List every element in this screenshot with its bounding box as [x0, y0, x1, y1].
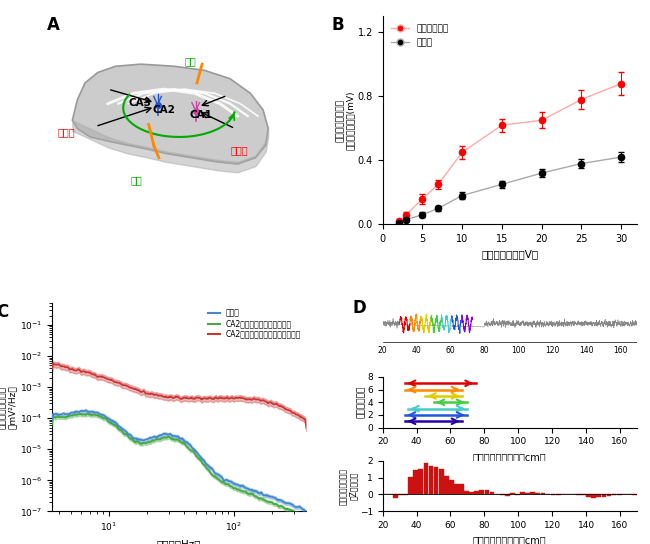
Bar	[576, 494, 581, 495]
Bar	[597, 494, 601, 497]
Text: D: D	[352, 299, 366, 317]
X-axis label: トラック上の位置（cm）: トラック上の位置（cm）	[473, 536, 547, 544]
Bar	[398, 494, 403, 495]
Text: 160: 160	[613, 345, 627, 355]
Bar	[474, 491, 479, 494]
Bar	[484, 490, 489, 494]
Bar	[541, 493, 545, 494]
Bar	[454, 484, 459, 494]
Text: 記録: 記録	[131, 175, 142, 185]
Text: 140: 140	[579, 345, 593, 355]
Y-axis label: シータ波のパワー
（Zスコア）: シータ波のパワー （Zスコア）	[339, 467, 358, 504]
Y-axis label: フィールド興奮性
シナプス後電位(mV): フィールド興奮性 シナプス後電位(mV)	[335, 90, 355, 150]
Bar	[393, 494, 398, 498]
Bar	[515, 494, 520, 495]
Text: 120: 120	[545, 345, 560, 355]
Text: 活性化: 活性化	[57, 127, 75, 137]
Text: CA1: CA1	[189, 110, 212, 120]
Text: 20: 20	[378, 345, 387, 355]
Bar	[525, 493, 530, 494]
Bar	[632, 494, 637, 495]
Text: 80: 80	[480, 345, 489, 355]
Bar	[459, 484, 464, 494]
Text: A: A	[47, 16, 60, 34]
Bar	[469, 492, 474, 494]
Bar	[408, 477, 413, 494]
Text: 40: 40	[411, 345, 421, 355]
X-axis label: 周波数（Hz）: 周波数（Hz）	[157, 539, 202, 544]
Bar	[419, 469, 423, 494]
Legend: テタヌス毒素, 対照群: テタヌス毒素, 対照群	[387, 21, 452, 51]
Y-axis label: イベントの数: イベントの数	[357, 386, 366, 418]
Bar	[530, 492, 535, 494]
Legend: 対照群, CA2テタヌス毒素（変化前）, CA2テタヌス毒素（パワー増加）: 対照群, CA2テタヌス毒素（変化前）, CA2テタヌス毒素（パワー増加）	[207, 307, 302, 341]
Bar	[439, 468, 443, 494]
X-axis label: 活性化の強度（V）: 活性化の強度（V）	[481, 250, 538, 259]
Bar	[561, 493, 566, 494]
Bar	[520, 492, 525, 494]
Bar	[413, 470, 418, 494]
Bar	[424, 463, 428, 494]
Bar	[606, 494, 612, 496]
Text: 活性化: 活性化	[230, 146, 248, 156]
Bar	[464, 491, 469, 494]
Bar	[581, 494, 586, 496]
Text: 記録: 記録	[184, 56, 196, 66]
Bar	[489, 492, 495, 494]
Bar	[586, 494, 591, 497]
Polygon shape	[72, 64, 268, 164]
Text: B: B	[332, 16, 344, 34]
Bar	[592, 494, 596, 498]
Bar	[510, 493, 515, 494]
Bar	[536, 493, 540, 494]
Text: 100: 100	[511, 345, 526, 355]
Bar	[449, 480, 454, 494]
Bar	[556, 494, 560, 495]
X-axis label: トラック上の位置（cm）: トラック上の位置（cm）	[473, 452, 547, 462]
Bar	[428, 466, 434, 494]
Bar	[444, 476, 448, 494]
Text: CA2: CA2	[153, 105, 176, 115]
Y-axis label: シータ波のパワー
（mV²/Hz）: シータ波のパワー （mV²/Hz）	[0, 386, 17, 429]
Bar	[434, 467, 439, 494]
Bar	[601, 494, 606, 497]
Text: 60: 60	[446, 345, 456, 355]
Bar	[480, 490, 484, 494]
Text: CA3: CA3	[128, 98, 151, 108]
Bar	[505, 494, 510, 496]
Text: C: C	[0, 304, 8, 322]
